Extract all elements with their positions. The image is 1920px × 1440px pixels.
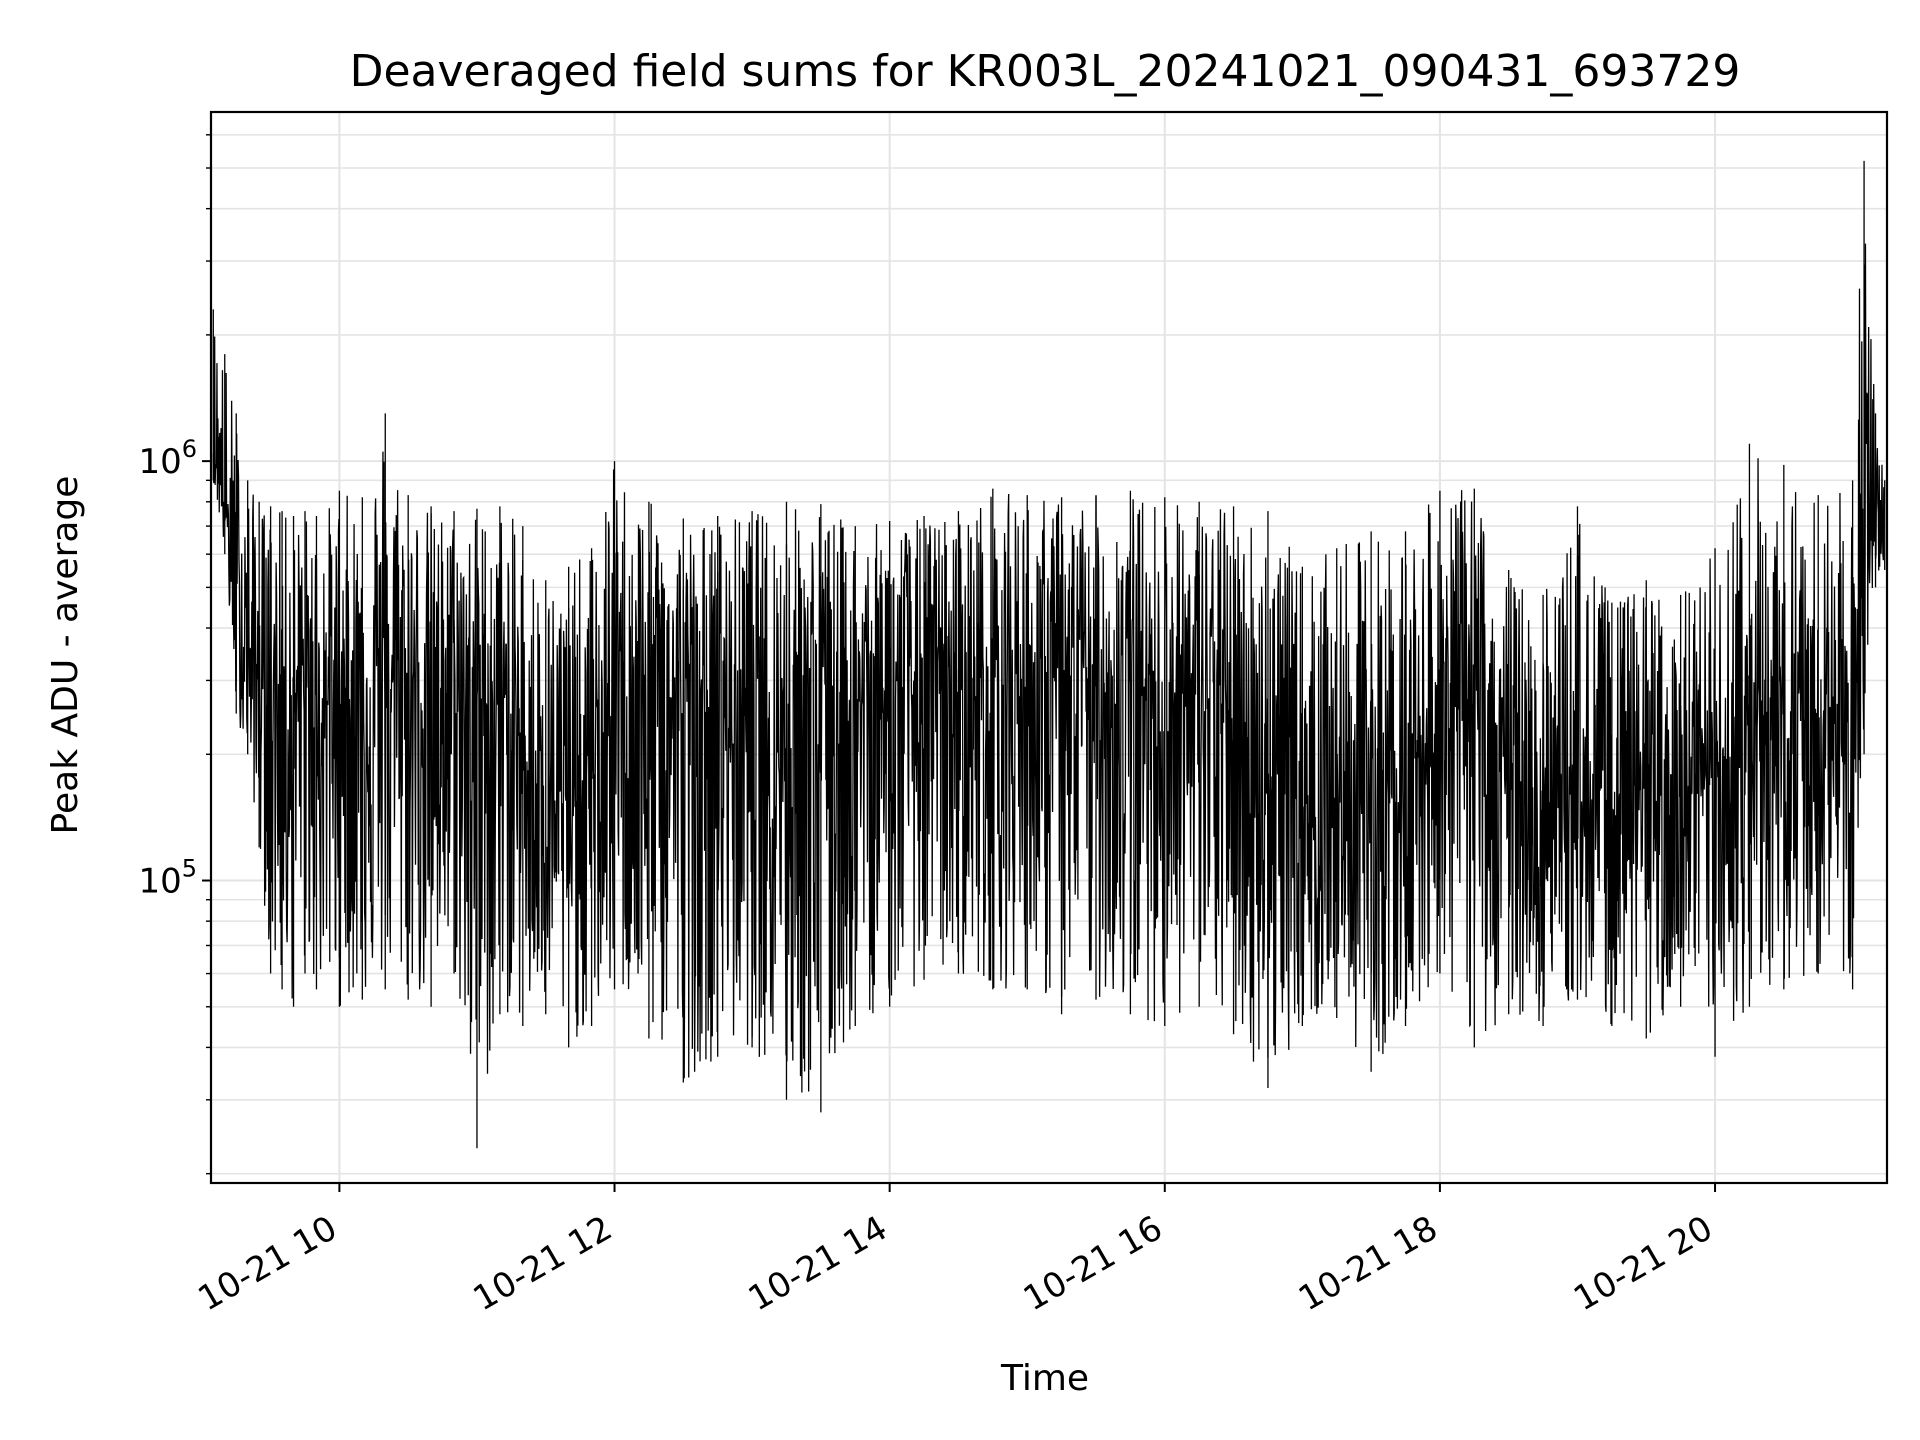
y-axis-label: Peak ADU - average: [45, 476, 86, 835]
x-tick-label: 10-21 10: [192, 1208, 344, 1319]
y-tick-exponent: 5: [182, 855, 197, 883]
y-tick-label: 105: [138, 855, 197, 902]
y-tick-label: 106: [138, 435, 197, 482]
x-tick-label: 10-21 12: [467, 1208, 619, 1319]
plot-frame: [209, 110, 1889, 1185]
series-line: [212, 243, 1885, 1093]
x-tick-label: 10-21 14: [742, 1208, 894, 1319]
plot-data: [212, 160, 1886, 1149]
x-axis-label: Time: [1000, 1358, 1089, 1399]
chart-title: Deaveraged field sums for KR003L_2024102…: [350, 46, 1741, 97]
y-tick-base: 10: [138, 442, 181, 482]
y-tick-exponent: 6: [182, 435, 197, 463]
x-tick-label: 10-21 20: [1567, 1208, 1719, 1319]
x-tick-label: 10-21 18: [1292, 1208, 1444, 1319]
y-tick-base: 10: [138, 862, 181, 902]
x-tick-label: 10-21 16: [1017, 1208, 1169, 1319]
